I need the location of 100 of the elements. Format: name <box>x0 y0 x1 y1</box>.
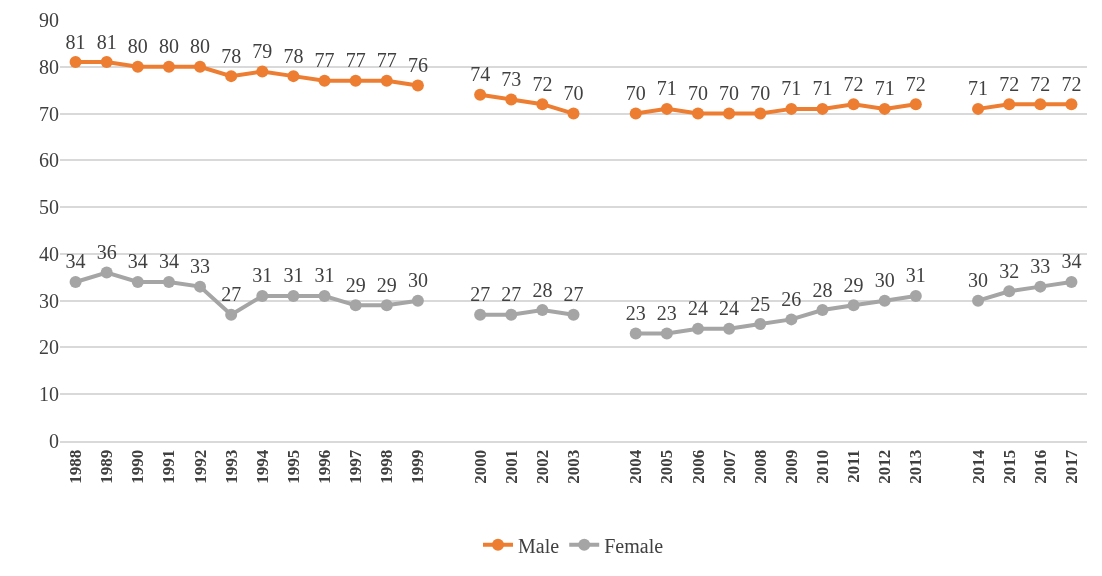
point <box>567 107 580 120</box>
x-tick-label: 2013 <box>906 449 926 484</box>
point <box>411 294 424 307</box>
y-tick-label: 30 <box>39 289 59 312</box>
point <box>194 280 207 293</box>
point <box>349 74 362 87</box>
data-label: 71 <box>874 77 895 100</box>
data-label: 81 <box>96 30 117 53</box>
point <box>318 74 331 87</box>
point <box>131 275 144 288</box>
point <box>349 299 362 312</box>
y-tick-label: 90 <box>39 9 59 31</box>
data-label: 70 <box>563 82 584 105</box>
y-tick-label: 70 <box>39 102 59 125</box>
data-label: 29 <box>843 273 864 296</box>
data-label: 80 <box>158 35 179 58</box>
point <box>287 289 300 302</box>
point <box>878 102 891 115</box>
data-label: 31 <box>314 264 335 287</box>
x-tick-label: 2008 <box>750 449 770 484</box>
x-tick-label: 1992 <box>190 449 210 484</box>
point <box>287 70 300 83</box>
point <box>754 107 767 120</box>
x-tick-label: 1990 <box>128 449 148 484</box>
legend-label: Female <box>604 534 664 557</box>
data-label: 27 <box>501 283 522 306</box>
point <box>909 289 922 302</box>
data-label: 77 <box>314 49 335 72</box>
point <box>474 308 487 321</box>
point <box>1065 98 1078 111</box>
data-label: 72 <box>843 72 864 95</box>
y-tick-label: 80 <box>39 55 59 78</box>
point <box>225 308 238 321</box>
x-tick-label: 1998 <box>377 449 397 484</box>
data-label: 30 <box>874 269 895 292</box>
point <box>536 304 549 317</box>
x-tick-label: 2012 <box>875 449 895 484</box>
data-label: 27 <box>563 283 584 306</box>
data-label: 71 <box>812 77 833 100</box>
x-tick-label: 2011 <box>844 449 864 483</box>
data-label: 24 <box>719 297 740 320</box>
point <box>100 56 113 69</box>
point <box>909 98 922 111</box>
point <box>660 102 673 115</box>
data-label: 70 <box>750 82 771 105</box>
point <box>816 304 829 317</box>
data-label: 70 <box>719 82 740 105</box>
data-label: 81 <box>65 30 86 53</box>
point <box>474 88 487 101</box>
x-tick-label: 1988 <box>66 449 86 484</box>
x-tick-label: 1993 <box>221 449 241 484</box>
point <box>380 74 393 87</box>
data-label: 25 <box>750 292 771 315</box>
data-label: 34 <box>65 250 86 273</box>
point <box>162 275 175 288</box>
point <box>723 107 736 120</box>
x-tick-label: 2001 <box>501 449 521 484</box>
data-label: 72 <box>532 72 553 95</box>
point <box>723 322 736 335</box>
data-label: 31 <box>905 264 926 287</box>
data-label: 36 <box>96 241 117 264</box>
x-tick-label: 1997 <box>346 449 366 484</box>
x-tick-label: 2000 <box>470 449 490 484</box>
data-label: 29 <box>376 273 397 296</box>
data-label: 76 <box>407 53 428 76</box>
point <box>225 70 238 83</box>
point <box>1065 275 1078 288</box>
data-label: 31 <box>283 264 304 287</box>
point <box>1003 285 1016 298</box>
point <box>505 93 518 106</box>
point <box>1034 98 1047 111</box>
data-label: 33 <box>190 255 211 278</box>
x-tick-label: 1995 <box>283 449 303 484</box>
point <box>1034 280 1047 293</box>
data-label: 30 <box>407 269 428 292</box>
data-label: 27 <box>470 283 491 306</box>
point <box>660 327 673 340</box>
point <box>256 289 269 302</box>
data-label: 72 <box>905 72 926 95</box>
data-label: 71 <box>656 77 677 100</box>
data-label: 26 <box>781 287 802 310</box>
point <box>567 308 580 321</box>
point <box>972 102 985 115</box>
x-tick-label: 2003 <box>564 449 584 484</box>
data-label: 34 <box>158 250 179 273</box>
point <box>691 107 704 120</box>
data-label: 23 <box>625 301 646 324</box>
point <box>505 308 518 321</box>
x-tick-label: 2014 <box>968 449 988 484</box>
data-label: 29 <box>345 273 366 296</box>
data-label: 24 <box>687 297 708 320</box>
point <box>69 275 82 288</box>
x-tick-label: 2010 <box>812 449 832 484</box>
x-tick-label: 2017 <box>1061 449 1081 484</box>
x-tick-label: 2009 <box>781 449 801 484</box>
x-tick-label: 1996 <box>315 449 335 484</box>
data-label: 72 <box>1061 72 1082 95</box>
data-label: 34 <box>127 250 148 273</box>
x-tick-label: 2005 <box>657 449 677 484</box>
point <box>162 60 175 73</box>
